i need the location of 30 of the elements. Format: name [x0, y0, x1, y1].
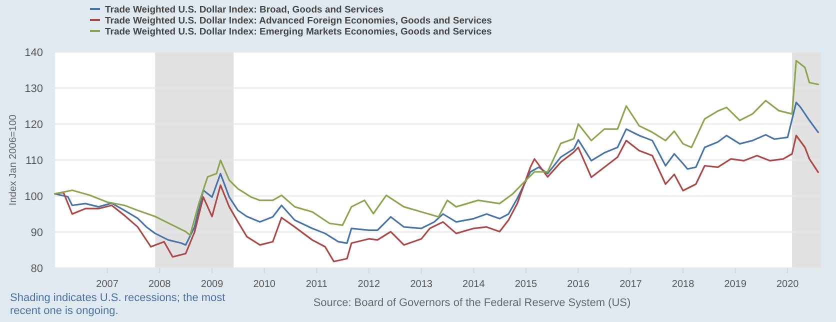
- line-series: [54, 102, 819, 246]
- legend-label: Trade Weighted U.S. Dollar Index: Emerging Markets Economies, Goods and Services: [105, 26, 492, 38]
- x-tick-label: 2017: [620, 279, 642, 290]
- x-tick-label: 2007: [96, 279, 119, 290]
- x-tick-label: 2016: [567, 279, 590, 290]
- source-note: Source: Board of Governors of the Federal Reserve System (US): [313, 297, 631, 309]
- line-series: [54, 134, 819, 262]
- x-tick-label: 2008: [148, 279, 172, 290]
- x-tick-label: 2012: [358, 279, 380, 290]
- line-series: [54, 60, 819, 236]
- y-tick-label: 120: [24, 118, 43, 131]
- x-tick-label: 2010: [253, 279, 276, 290]
- x-tick-label: 2013: [410, 279, 433, 290]
- x-tick-label: 2014: [462, 279, 486, 290]
- x-tick-label: 2019: [724, 279, 747, 290]
- y-tick-label: 110: [25, 154, 43, 167]
- y-axis-title: Index Jan 2006=100: [8, 114, 19, 206]
- legend-label: Trade Weighted U.S. Dollar Index: Broad, Goods and Services: [105, 4, 384, 16]
- x-tick-label: 2009: [200, 279, 224, 290]
- y-tick-label: 90: [30, 226, 43, 239]
- x-tick-label: 2011: [306, 279, 328, 290]
- y-tick-label: 80: [30, 262, 43, 275]
- text: Shading indicates U.S. recessions; the most recent one is ongoing.: [10, 292, 226, 317]
- y-tick-label: 140: [24, 46, 43, 59]
- y-tick-label: 100: [24, 190, 43, 203]
- x-tick-label: 2015: [514, 279, 538, 290]
- x-tick-label: 2020: [776, 279, 800, 290]
- x-tick-label: 2018: [672, 279, 695, 290]
- y-tick-label: 130: [24, 82, 43, 95]
- legend-label: Trade Weighted U.S. Dollar Index: Advanced Foreign Economies, Goods and Services: [105, 15, 492, 26]
